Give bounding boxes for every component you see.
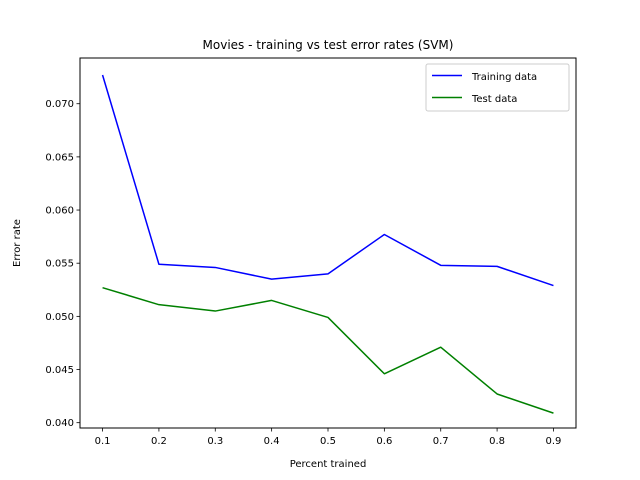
x-tick-label: 0.3 [207, 436, 223, 447]
y-tick-label: 0.060 [45, 206, 74, 217]
y-tick-label: 0.070 [45, 99, 74, 110]
legend-label-test-data: Test data [471, 94, 517, 105]
legend-label-training-data: Training data [471, 72, 537, 83]
legend: Training data Test data [425, 63, 570, 112]
x-tick-label: 0.5 [320, 436, 336, 447]
x-tick-label: 0.9 [546, 436, 562, 447]
series-line-test-data [102, 286, 554, 414]
x-axis: 0.1 0.2 0.3 0.4 0.5 0.6 0.7 0.8 0.9 [95, 428, 562, 447]
y-axis: 0.040 0.045 0.050 0.055 0.060 0.065 0.070 [45, 99, 80, 429]
series-line-training-data [101, 74, 554, 287]
y-tick-label: 0.065 [45, 152, 74, 163]
x-tick-label: 0.8 [489, 436, 505, 447]
y-axis-label: Error rate [12, 219, 23, 267]
x-tick-label: 0.6 [376, 436, 392, 447]
x-tick-label: 0.2 [151, 436, 167, 447]
y-tick-label: 0.050 [45, 312, 74, 323]
x-tick-label: 0.1 [95, 436, 111, 447]
chart-title: Movies - training vs test error rates (S… [203, 38, 454, 52]
y-tick-label: 0.040 [45, 418, 74, 429]
x-axis-label: Percent trained [290, 459, 367, 470]
x-tick-label: 0.7 [433, 436, 449, 447]
y-tick-label: 0.045 [45, 365, 74, 376]
y-tick-label: 0.055 [45, 259, 74, 270]
x-tick-label: 0.4 [264, 436, 280, 447]
